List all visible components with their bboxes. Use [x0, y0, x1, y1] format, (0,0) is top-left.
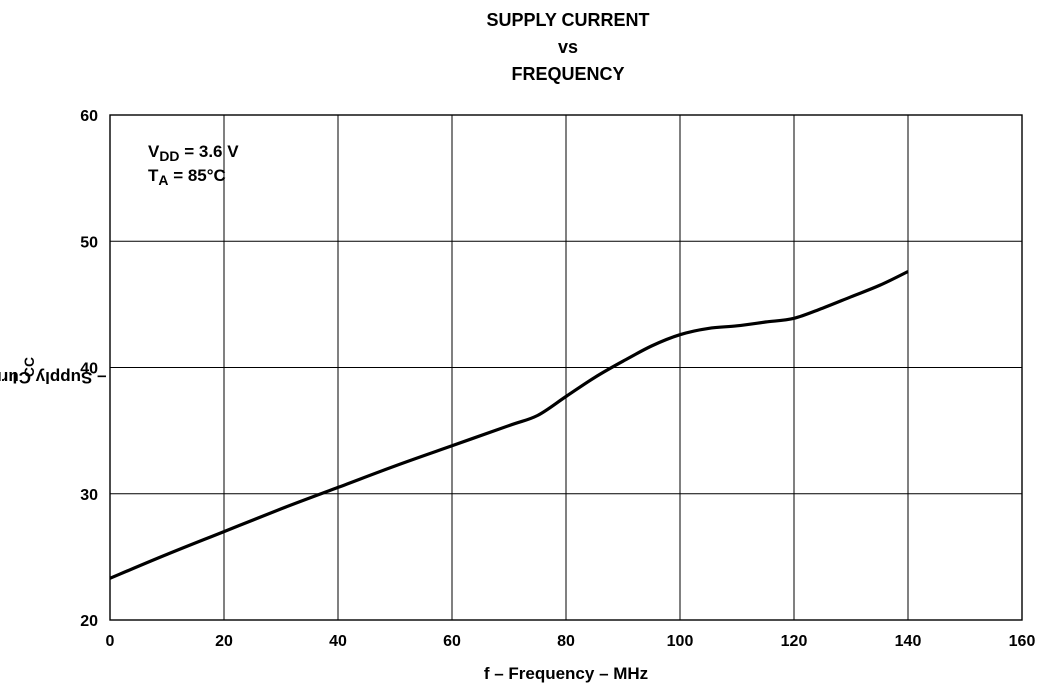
chart-title-line-1: SUPPLY CURRENT [486, 10, 650, 30]
chart-title-line-3: FREQUENCY [511, 64, 625, 84]
y-axis-label-text: – Supply Current – mA [0, 368, 107, 388]
x-tick-label: 140 [895, 633, 922, 650]
annotation-ta-value: = 85°C [168, 166, 226, 185]
x-tick-label: 40 [329, 633, 347, 650]
x-tick-label: 160 [1009, 633, 1036, 650]
y-tick-label: 30 [80, 487, 98, 504]
annotation-vdd: VDD = 3.6 V [148, 142, 239, 164]
y-tick-label: 20 [80, 613, 98, 630]
chart-title-line-2: vs [557, 37, 579, 57]
x-tick-label: 80 [557, 633, 575, 650]
annotation-vdd-value: = 3.6 V [179, 142, 239, 161]
annotation-ta: TA = 85°C [148, 166, 226, 188]
annotation-vdd-subscript: DD [159, 148, 180, 165]
x-tick-label: 0 [106, 633, 115, 650]
x-axis-label: f – Frequency – MHz [483, 664, 649, 683]
y-tick-label: 60 [80, 108, 98, 125]
annotation-ta-subscript: A [158, 172, 169, 189]
x-tick-label: 120 [781, 633, 808, 650]
x-tick-label: 100 [667, 633, 694, 650]
annotation-ta-symbol: T [148, 166, 159, 185]
plot-frame [109, 114, 1023, 621]
annotation-vdd-symbol: V [148, 142, 160, 161]
series-line-0 [109, 270, 909, 580]
y-tick-label: 40 [80, 361, 98, 378]
y-tick-label: 50 [80, 234, 98, 251]
x-tick-label: 60 [443, 633, 461, 650]
x-tick-label: 20 [215, 633, 233, 650]
